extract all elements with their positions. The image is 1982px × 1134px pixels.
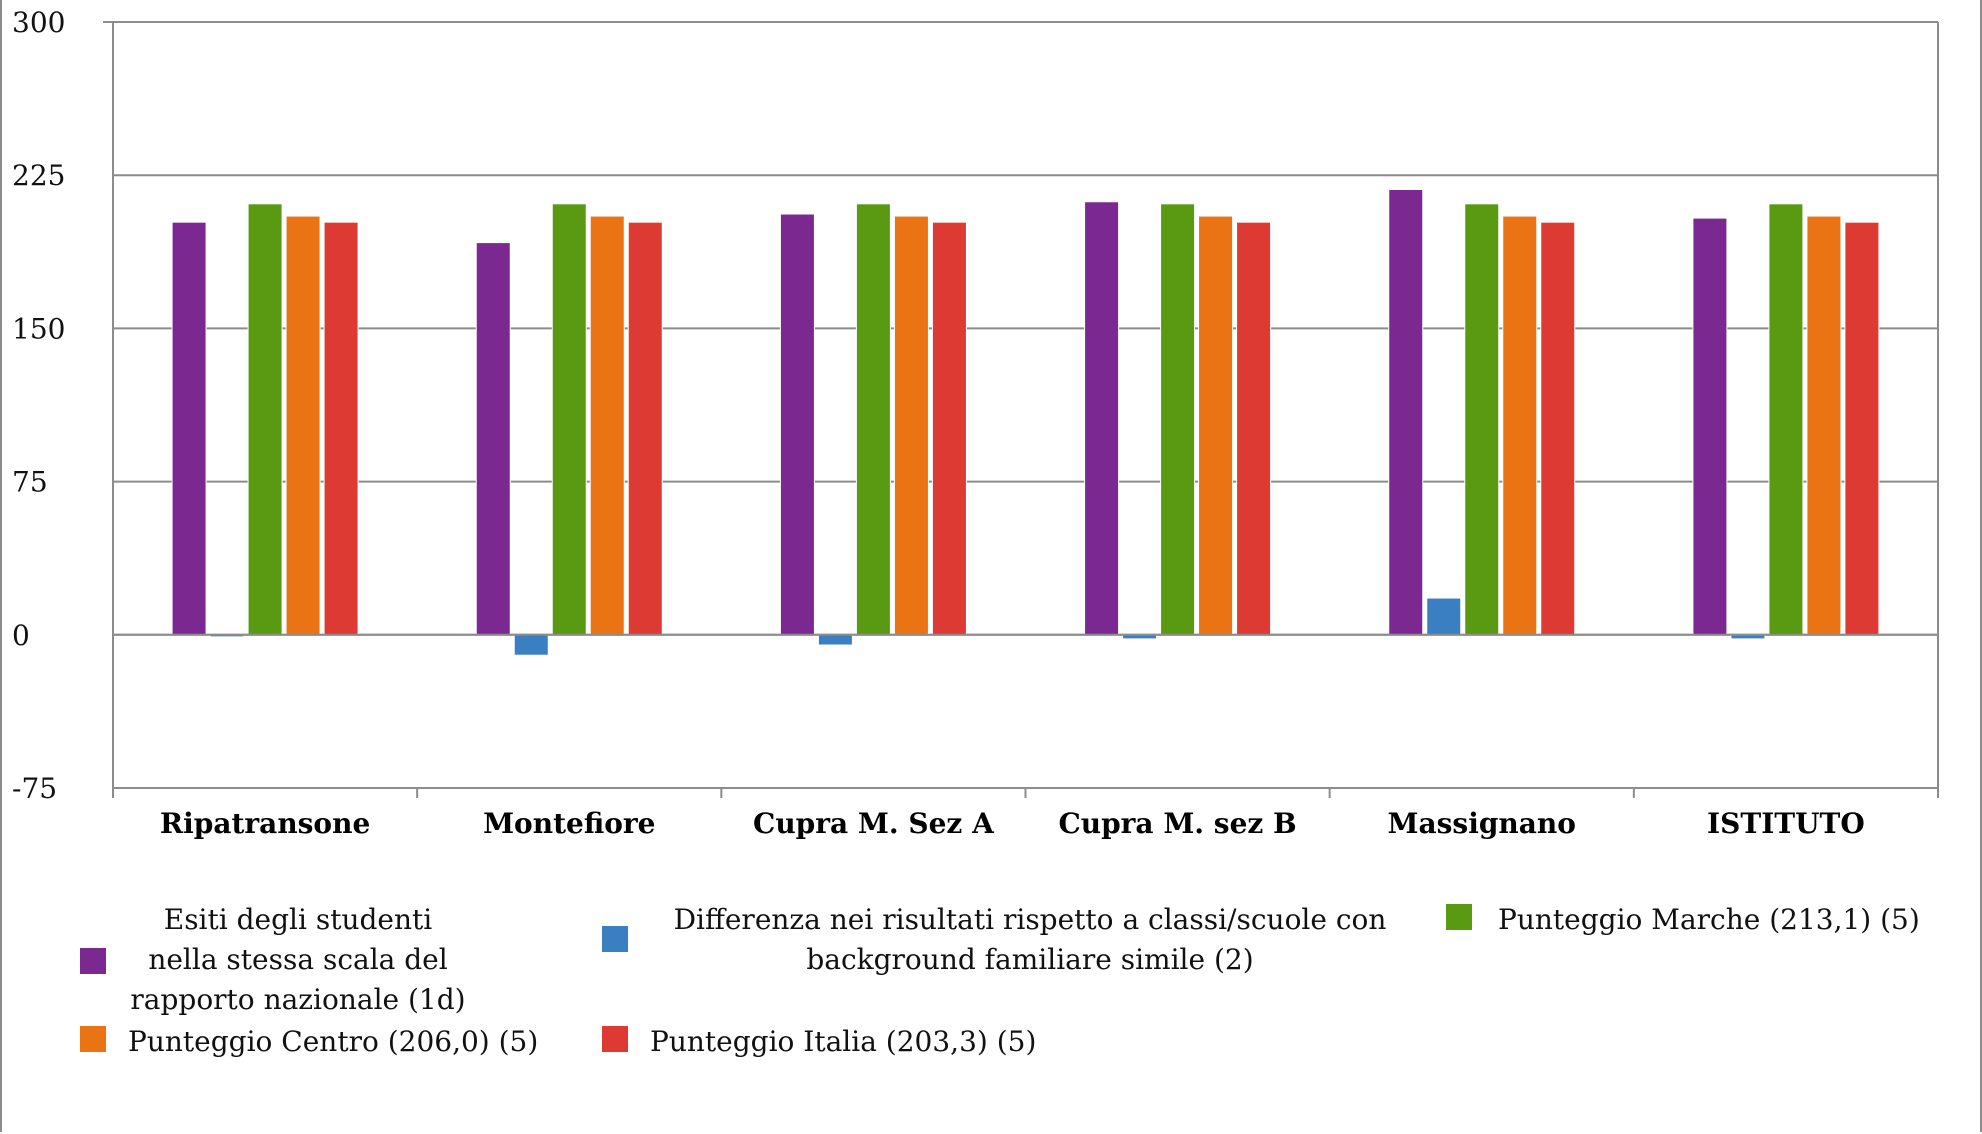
y-tick-label: 225: [12, 159, 65, 192]
gridlines: [113, 21, 1938, 789]
category-label: Montefiore: [483, 807, 655, 840]
bar-3-4: [1160, 203, 1196, 636]
bar-2-3: [817, 634, 853, 646]
bar-2-5: [1426, 597, 1462, 636]
bar-3-5: [1464, 203, 1500, 636]
bar-5-2: [627, 221, 663, 636]
bar-5-6: [1844, 221, 1880, 636]
axes: [103, 21, 1939, 798]
bar-3-1: [247, 203, 283, 636]
category-label: Ripatransone: [160, 807, 370, 840]
bar-1-3: [779, 213, 815, 636]
y-tick-label: 75: [12, 466, 48, 499]
bar-4-4: [1198, 215, 1234, 636]
bar-4-2: [589, 215, 625, 636]
bar-4-3: [893, 215, 929, 636]
y-tick-label: 150: [12, 312, 65, 345]
category-label: ISTITUTO: [1707, 807, 1865, 840]
bar-1-2: [475, 242, 511, 636]
y-tick-label: -75: [12, 772, 57, 805]
bar-5-5: [1540, 221, 1576, 636]
bar-5-4: [1236, 221, 1272, 636]
bar-3-6: [1768, 203, 1804, 636]
bar-3-3: [855, 203, 891, 636]
category-label: Massignano: [1388, 807, 1576, 840]
bar-4-1: [285, 215, 321, 636]
x-category-labels: Ripatransone Montefiore Cupra M. Sez A Cupr…: [160, 807, 1865, 840]
bar-1-4: [1084, 201, 1120, 636]
bar-4-5: [1502, 215, 1538, 636]
y-tick-label: 0: [12, 619, 30, 652]
bar-4-6: [1806, 215, 1842, 636]
y-tick-label: 300: [12, 6, 65, 39]
bar-5-3: [931, 221, 967, 636]
bar-2-2: [513, 634, 549, 656]
y-tick-labels: 300 225 150 75 0 -75: [12, 6, 65, 805]
bar-3-2: [551, 203, 587, 636]
bar-1-6: [1692, 217, 1728, 636]
bars: [171, 188, 1880, 656]
bar-1-1: [171, 221, 207, 636]
bar-5-1: [323, 221, 359, 636]
category-label: Cupra M. sez B: [1058, 807, 1296, 840]
bar-1-5: [1388, 188, 1424, 636]
category-label: Cupra M. Sez A: [753, 807, 995, 840]
